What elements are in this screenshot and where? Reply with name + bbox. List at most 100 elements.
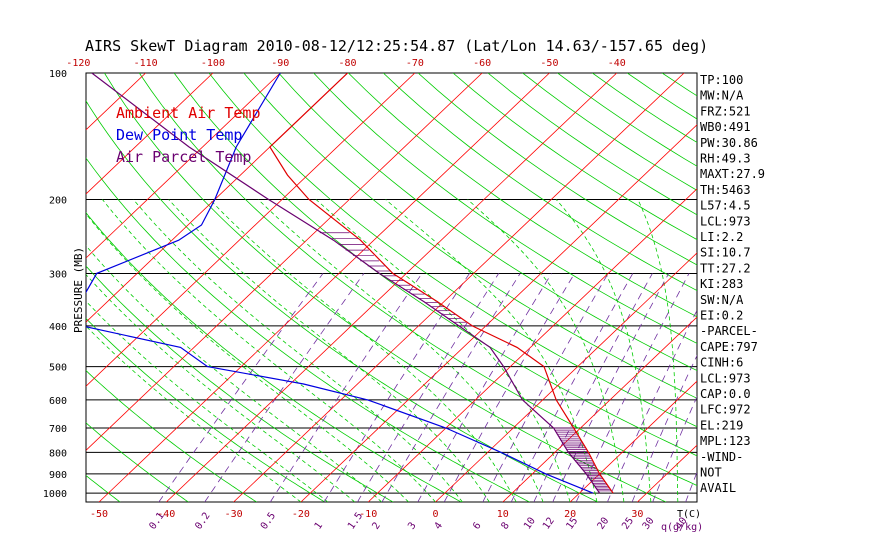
stat-item: LCL:973: [700, 214, 751, 228]
pressure-tick-100: 100: [49, 69, 67, 80]
mixing-ratio-tick-0.2: 0.2: [193, 511, 212, 532]
moist-adiabats: [86, 199, 679, 502]
stat-item: MW:N/A: [700, 89, 744, 103]
dry-adiabat--40: [86, 422, 189, 502]
top-temp-tick--100: -100: [201, 58, 225, 69]
moist-adiabat-36: [637, 199, 679, 502]
mixing-ratio-line-12: [552, 273, 670, 502]
ambient-air-temp-line: [269, 73, 614, 494]
bottom-temperature-tick-labels: -50 -40 -30 -20 -10 0 10 20 30: [90, 509, 643, 520]
stat-item: CAP:0.0: [700, 387, 751, 401]
dry-adiabat-20: [86, 100, 598, 502]
dry-adiabat-50: [173, 73, 697, 457]
moist-adiabat-4: [133, 199, 463, 502]
mixing-ratio-lines: [158, 273, 697, 502]
pressure-tick-600: 600: [49, 396, 67, 407]
mixing-ratio-unit-label: q(g/kg): [661, 522, 703, 533]
isotherm--50: [98, 73, 550, 502]
stat-item: MAXT:27.9: [700, 167, 765, 181]
top-temp-tick--40: -40: [608, 58, 626, 69]
dry-adiabat-220: [767, 73, 870, 502]
moist-adiabat-12: [209, 199, 517, 502]
top-temp-tick--80: -80: [339, 58, 357, 69]
mixing-ratio-tick-2: 2: [370, 520, 382, 531]
mixing-ratio-line-15: [575, 273, 690, 502]
stat-item: TH:5463: [700, 183, 751, 197]
isotherm-50: [772, 73, 870, 502]
sounding-profiles: [86, 73, 614, 494]
pressure-tick-500: 500: [49, 363, 67, 374]
mixing-ratio-line-1.5: [357, 273, 500, 502]
temperature-unit-label: T(C): [677, 509, 701, 520]
pressure-tick-1000: 1000: [43, 489, 67, 500]
stat-item: LCL:973: [700, 371, 751, 385]
dry-adiabat-80: [278, 73, 697, 371]
bottom-temp-tick-20: 20: [564, 509, 576, 520]
mixing-ratio-tick-20: 20: [596, 516, 612, 532]
stat-item: CAPE:797: [700, 340, 758, 354]
mixing-ratio-tick-3: 3: [406, 520, 418, 531]
stat-item: TP:100: [700, 73, 743, 87]
mixing-ratio-line-40: [685, 471, 697, 502]
chart-title: AIRS SkewT Diagram 2010-08-12/12:25:54.8…: [85, 37, 708, 55]
dry-adiabat-120: [417, 73, 697, 266]
moist-adiabat--16: [86, 300, 329, 502]
bottom-temp-tick--40: -40: [157, 509, 175, 520]
top-temp-tick--60: -60: [473, 58, 491, 69]
legend-dew-point-temp: Dew Point Temp: [116, 126, 242, 144]
y-axis-label: PRESSURE (MB): [72, 247, 85, 333]
legend-ambient-air-temp: Ambient Air Temp: [116, 104, 261, 122]
legend: Ambient Air Temp Dew Point Temp Air Parc…: [116, 104, 261, 166]
top-temp-tick--120: -120: [66, 58, 90, 69]
top-temp-tick--90: -90: [271, 58, 289, 69]
isotherm--40: [166, 73, 618, 502]
mixing-ratio-line-1: [323, 273, 470, 502]
mixing-ratio-tick-1: 1: [313, 520, 325, 531]
moist-adiabat-24: [385, 199, 598, 502]
mixing-ratio-line-2: [381, 273, 521, 502]
moist-adiabat--12: [86, 273, 355, 502]
stat-item: RH:49.3: [700, 152, 751, 166]
top-temp-tick--70: -70: [406, 58, 424, 69]
pressure-tick-700: 700: [49, 424, 67, 435]
stat-item: KI:283: [700, 277, 743, 291]
stat-item: EI:0.2: [700, 309, 743, 323]
stat-item: SI:10.7: [700, 246, 751, 260]
pressure-tick-300: 300: [49, 269, 67, 280]
pressure-tick-800: 800: [49, 448, 67, 459]
mixing-ratio-line-0.2: [204, 273, 365, 502]
bottom-temp-tick--30: -30: [225, 509, 243, 520]
isotherm--10: [367, 188, 697, 502]
stat-item: L57:4.5: [700, 199, 751, 213]
stat-item: WB0:491: [700, 120, 751, 134]
bottom-temp-tick-0: 0: [432, 509, 438, 520]
mixing-ratio-tick-12: 12: [541, 516, 557, 532]
thermo-grid: [0, 73, 870, 502]
mixing-ratio-line-8: [510, 273, 634, 502]
dry-adiabat-60: [208, 73, 697, 428]
dew-point-temp-line: [86, 73, 594, 494]
dry-adiabat--20: [86, 317, 326, 502]
mixing-ratio-line-20: [607, 309, 697, 502]
stat-item: LI:2.2: [700, 230, 743, 244]
moist-adiabat--20: [86, 325, 302, 502]
stat-item: NOT: [700, 466, 722, 480]
mixing-ratio-tick-10: 10: [522, 516, 538, 532]
isotherm-10: [502, 316, 697, 502]
stat-item: FRZ:521: [700, 104, 751, 118]
dry-adiabat-90: [313, 73, 697, 344]
dry-adiabat-40: [138, 73, 697, 486]
dry-adiabat-100: [348, 73, 697, 318]
bottom-temp-tick--50: -50: [90, 509, 108, 520]
isotherm--90: [86, 73, 281, 259]
isotherm--130: [0, 73, 11, 502]
moist-adiabat-28: [467, 199, 625, 502]
stat-item: LFC:972: [700, 403, 751, 417]
mixing-ratio-line-10: [533, 273, 653, 502]
mixing-ratio-tick-8: 8: [499, 520, 511, 531]
stat-item: CINH:6: [700, 356, 743, 370]
dry-adiabats: [86, 73, 870, 502]
dry-adiabat-110: [383, 73, 697, 291]
legend-air-parcel-temp: Air Parcel Temp: [116, 148, 251, 166]
